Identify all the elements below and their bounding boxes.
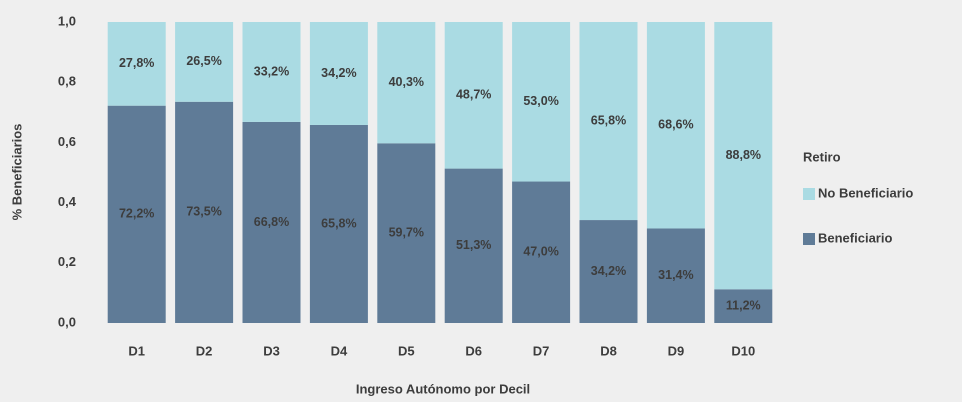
x-tick-label: D10	[731, 343, 755, 358]
data-label: 33,2%	[254, 64, 289, 78]
x-tick-label: D3	[263, 343, 280, 358]
data-label: 40,3%	[389, 75, 424, 89]
data-label: 48,7%	[456, 88, 491, 102]
data-label: 53,0%	[523, 94, 558, 108]
x-tick-label: D5	[398, 343, 415, 358]
bar-segment	[579, 220, 638, 323]
y-axis-title: % Beneficiarios	[9, 124, 24, 221]
legend-title: Retiro	[803, 149, 841, 164]
bar-segment	[242, 22, 301, 122]
bar-segment	[579, 22, 638, 221]
x-tick-label: D6	[465, 343, 482, 358]
y-tick-label: 0,0	[58, 314, 76, 329]
bar-segment	[714, 22, 773, 290]
bar-segment	[512, 181, 571, 323]
x-axis-title: Ingreso Autónomo por Decil	[356, 381, 530, 396]
y-tick-label: 0,6	[58, 134, 76, 149]
bar-segment	[714, 289, 773, 323]
data-label: 51,3%	[456, 238, 491, 252]
y-tick-label: 0,2	[58, 254, 76, 269]
y-tick-label: 0,8	[58, 74, 76, 89]
data-label: 59,7%	[389, 225, 424, 239]
x-tick-label: D9	[668, 343, 685, 358]
y-tick-label: 0,4	[58, 194, 77, 209]
data-label: 34,2%	[321, 66, 356, 80]
x-tick-label: D1	[128, 343, 145, 358]
x-tick-label: D8	[600, 343, 617, 358]
bar-segment	[242, 121, 301, 323]
bar-segment	[107, 22, 166, 106]
legend-label: Beneficiario	[818, 230, 892, 245]
bar-segment	[107, 105, 166, 323]
data-label: 68,6%	[658, 118, 693, 132]
data-label: 72,2%	[119, 207, 154, 221]
data-label: 47,0%	[523, 245, 558, 259]
data-label: 27,8%	[119, 56, 154, 70]
bar-segment	[444, 22, 503, 169]
bar-segment	[646, 228, 705, 323]
data-label: 31,4%	[658, 268, 693, 282]
legend-label: No Beneficiario	[818, 185, 913, 200]
data-label: 34,2%	[591, 264, 626, 278]
x-tick-label: D4	[331, 343, 348, 358]
bar-segment	[309, 124, 368, 323]
bar-segment	[646, 22, 705, 229]
bar-segment	[175, 101, 234, 323]
bar-segment	[377, 22, 436, 144]
y-tick-label: 1,0	[58, 13, 76, 28]
bar-segment	[377, 143, 436, 323]
data-label: 88,8%	[726, 148, 761, 162]
legend-swatch	[803, 233, 815, 245]
data-label: 11,2%	[726, 298, 761, 312]
data-label: 66,8%	[254, 215, 289, 229]
legend-swatch	[803, 188, 815, 200]
data-label: 65,8%	[321, 216, 356, 230]
x-tick-label: D7	[533, 343, 550, 358]
data-label: 65,8%	[591, 113, 626, 127]
bar-segment	[309, 22, 368, 125]
x-tick-label: D2	[196, 343, 213, 358]
bar-segment	[444, 168, 503, 323]
bar-segment	[175, 22, 234, 102]
data-label: 26,5%	[186, 54, 221, 68]
data-label: 73,5%	[186, 205, 221, 219]
bar-segment	[512, 22, 571, 182]
